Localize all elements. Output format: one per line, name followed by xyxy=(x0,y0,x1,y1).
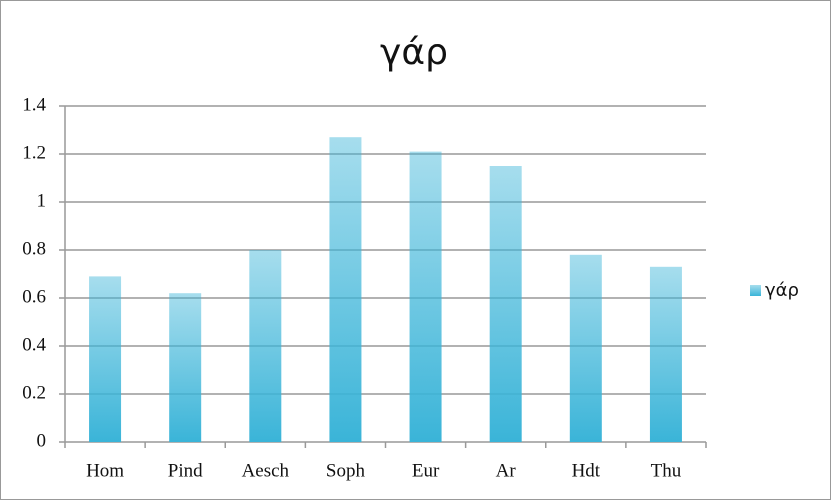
x-tick-label: Soph xyxy=(326,460,366,481)
bar xyxy=(249,250,282,442)
y-tick-label: 1.4 xyxy=(22,94,46,115)
x-tick-label: Aesch xyxy=(242,460,290,481)
bar xyxy=(489,166,522,442)
x-tick-label: Pind xyxy=(168,460,203,481)
x-tick-label: Thu xyxy=(651,460,682,481)
y-tick-label: 1 xyxy=(37,190,47,211)
bar xyxy=(89,276,122,442)
legend-swatch xyxy=(750,285,761,296)
x-tick-label: Ar xyxy=(496,460,517,481)
y-tick-label: 0.4 xyxy=(22,334,46,355)
bar xyxy=(169,293,202,442)
x-tick-label: Hdt xyxy=(572,460,601,481)
y-tick-label: 0.8 xyxy=(22,238,46,259)
bar xyxy=(649,266,682,442)
y-tick-label: 0.2 xyxy=(22,382,46,403)
bar xyxy=(329,137,362,442)
chart-title: γάρ xyxy=(380,32,448,73)
x-tick-label: Hom xyxy=(86,460,124,481)
y-tick-label: 0.6 xyxy=(22,286,46,307)
y-tick-label: 1.2 xyxy=(22,142,46,163)
y-tick-label: 0 xyxy=(37,430,47,451)
bar xyxy=(569,254,602,442)
x-tick-label: Eur xyxy=(412,460,440,481)
legend-label: γάρ xyxy=(765,280,799,301)
bar xyxy=(409,151,442,442)
